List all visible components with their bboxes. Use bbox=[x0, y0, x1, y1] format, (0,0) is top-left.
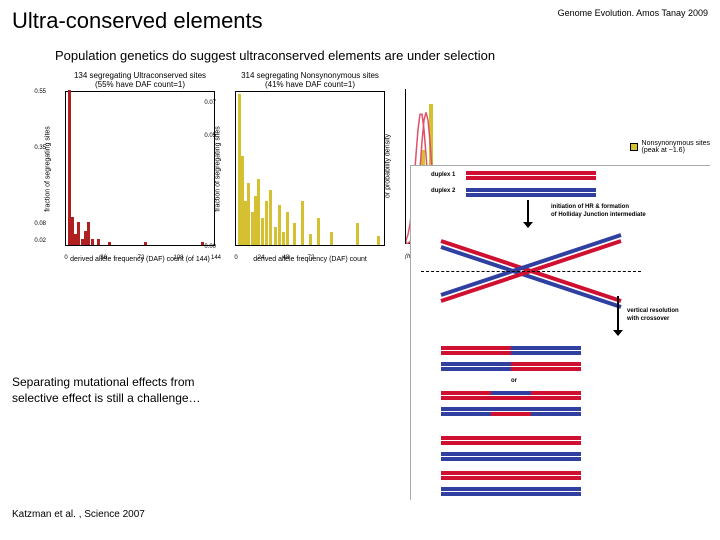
attribution: Genome Evolution. Amos Tanay 2009 bbox=[558, 8, 708, 18]
chart3-ylabel: or probability density bbox=[385, 134, 392, 198]
chart2-canvas: fraction of segregating sites 0.000.050.… bbox=[235, 91, 385, 246]
chart1-title-l1: 134 segregating Ultraconserved sites bbox=[74, 71, 206, 80]
legend-label: Nonsynonymous sites bbox=[642, 140, 710, 147]
legend-sublabel: (peak at ~1.6) bbox=[642, 147, 685, 154]
note-text: Separating mutational effects from selec… bbox=[12, 375, 232, 406]
chart1-title: 134 segregating Ultraconserved sites (55… bbox=[65, 71, 215, 89]
chart1-ylabel: fraction of segregating sites bbox=[45, 126, 52, 212]
chart2-title-l1: 314 segregating Nonsynonymous sites bbox=[241, 71, 379, 80]
legend-text: Nonsynonymous sites (peak at ~1.6) bbox=[642, 140, 710, 154]
recombination-diagram: duplex 1duplex 2initiation of HR & forma… bbox=[410, 165, 710, 500]
legend-swatch bbox=[630, 143, 638, 151]
citation: Katzman et al. , Science 2007 bbox=[12, 509, 145, 520]
chart-nonsynonymous: 314 segregating Nonsynonymous sites (41%… bbox=[235, 71, 385, 263]
chart-ultraconserved: 134 segregating Ultraconserved sites (55… bbox=[65, 71, 215, 263]
chart1-title-l2: (55% have DAF count=1) bbox=[95, 80, 185, 89]
chart1-canvas: fraction of segregating sites 0.020.080.… bbox=[65, 91, 215, 246]
chart2-title-l2: (41% have DAF count=1) bbox=[265, 80, 355, 89]
page-title: Ultra-conserved elements bbox=[12, 8, 263, 34]
legend: Nonsynonymous sites (peak at ~1.6) bbox=[630, 140, 710, 154]
subtitle: Population genetics do suggest ultracons… bbox=[0, 38, 720, 71]
chart2-title: 314 segregating Nonsynonymous sites (41%… bbox=[235, 71, 385, 89]
